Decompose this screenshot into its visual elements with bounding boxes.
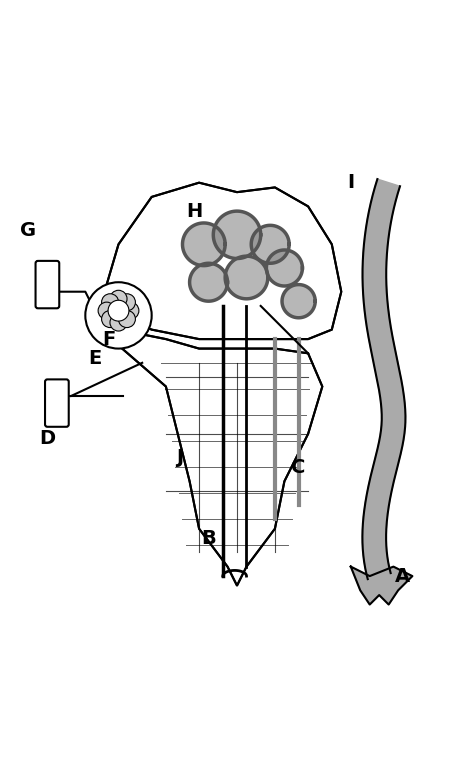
Text: A: A — [395, 567, 410, 586]
Text: D: D — [39, 429, 55, 448]
Polygon shape — [225, 256, 268, 299]
Text: J: J — [176, 448, 184, 467]
Polygon shape — [213, 211, 261, 258]
Text: I: I — [347, 173, 355, 192]
Text: F: F — [102, 329, 116, 349]
Circle shape — [85, 282, 152, 349]
Polygon shape — [95, 182, 341, 586]
Polygon shape — [363, 179, 405, 579]
Circle shape — [118, 311, 136, 328]
Text: G: G — [20, 220, 36, 240]
Text: C: C — [292, 458, 306, 477]
Polygon shape — [251, 226, 289, 264]
Circle shape — [101, 294, 118, 311]
Circle shape — [101, 311, 118, 328]
Polygon shape — [182, 223, 225, 266]
Circle shape — [98, 302, 115, 319]
Polygon shape — [190, 264, 228, 301]
Polygon shape — [351, 567, 412, 604]
Circle shape — [110, 314, 127, 331]
Polygon shape — [282, 284, 315, 318]
Text: E: E — [88, 349, 101, 367]
FancyBboxPatch shape — [36, 261, 59, 308]
Circle shape — [108, 300, 129, 321]
Circle shape — [118, 294, 136, 311]
Text: B: B — [201, 529, 216, 548]
FancyBboxPatch shape — [45, 380, 69, 427]
Circle shape — [110, 291, 127, 308]
Polygon shape — [266, 250, 302, 286]
Circle shape — [122, 302, 139, 319]
Text: H: H — [186, 202, 202, 220]
